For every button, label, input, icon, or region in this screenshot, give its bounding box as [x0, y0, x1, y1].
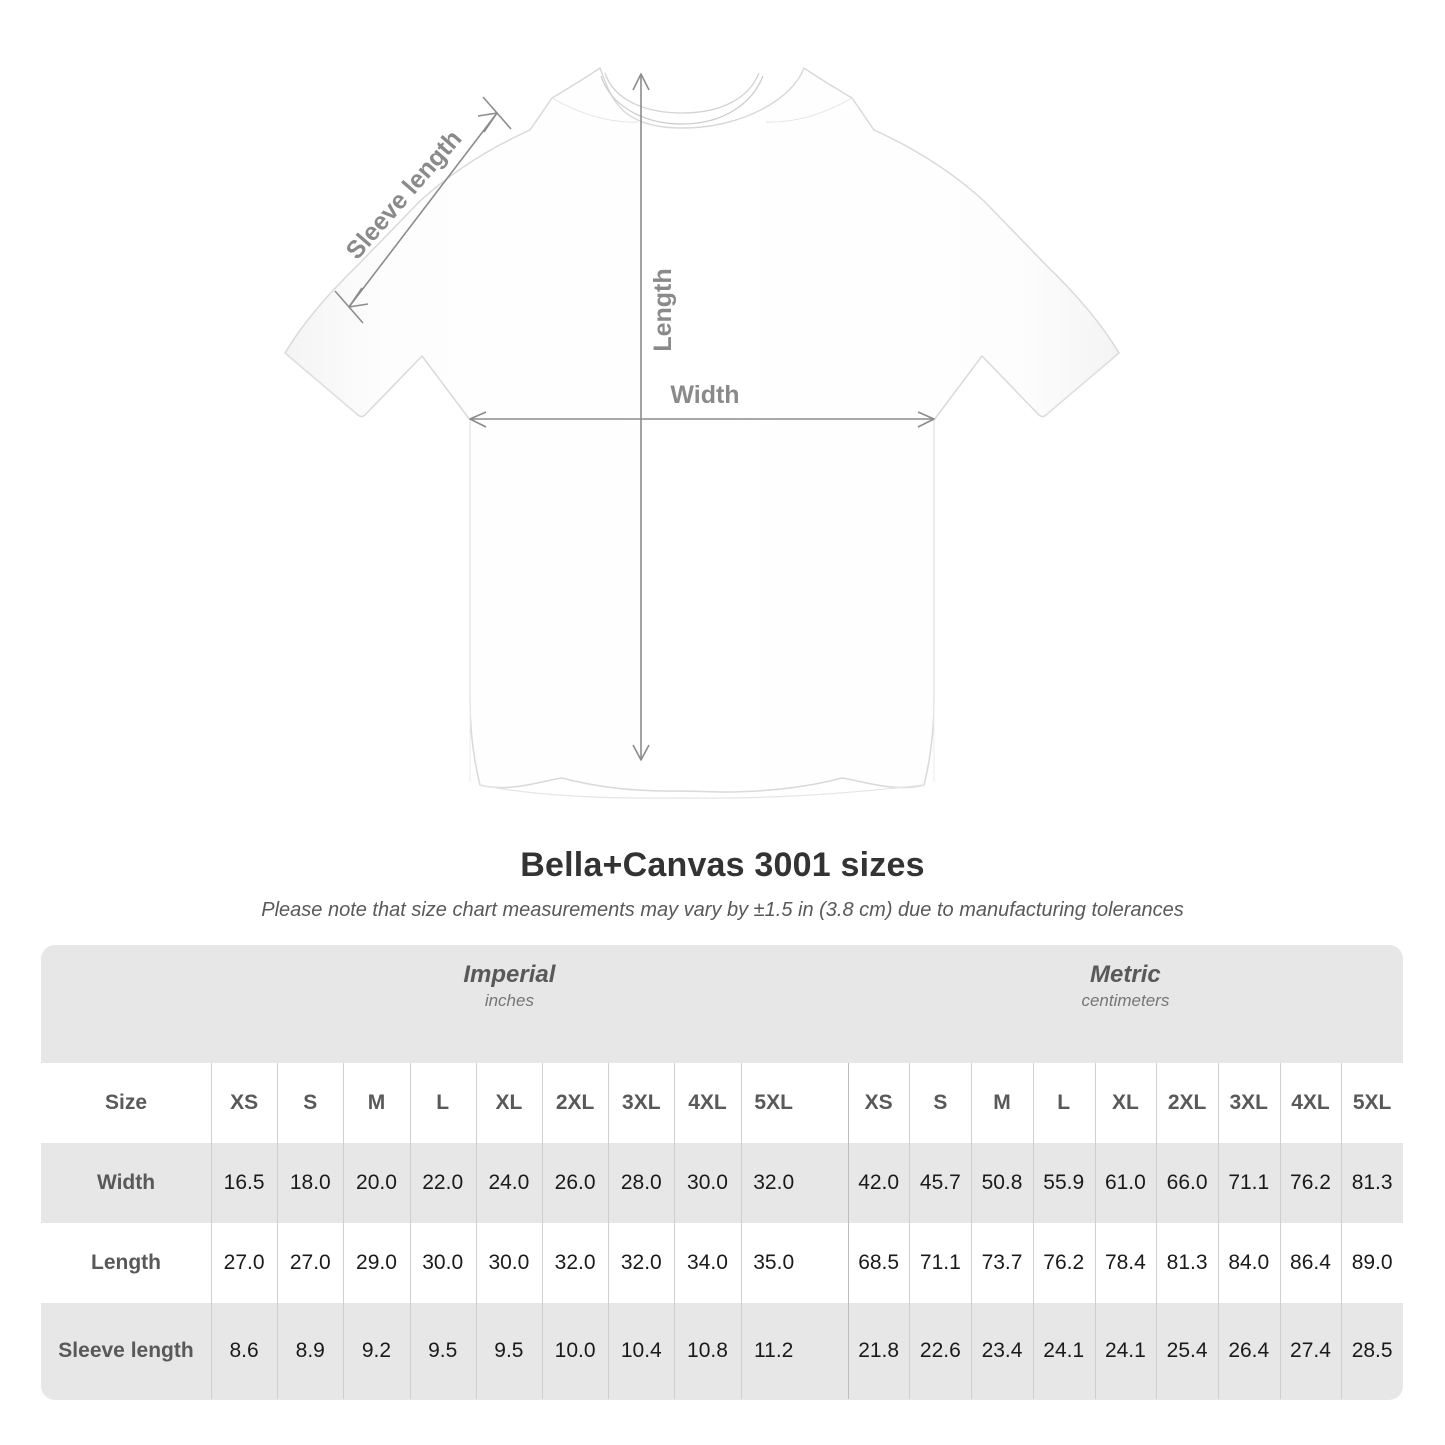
- svg-text:Width: Width: [670, 381, 739, 409]
- svg-text:Length: Length: [649, 268, 677, 351]
